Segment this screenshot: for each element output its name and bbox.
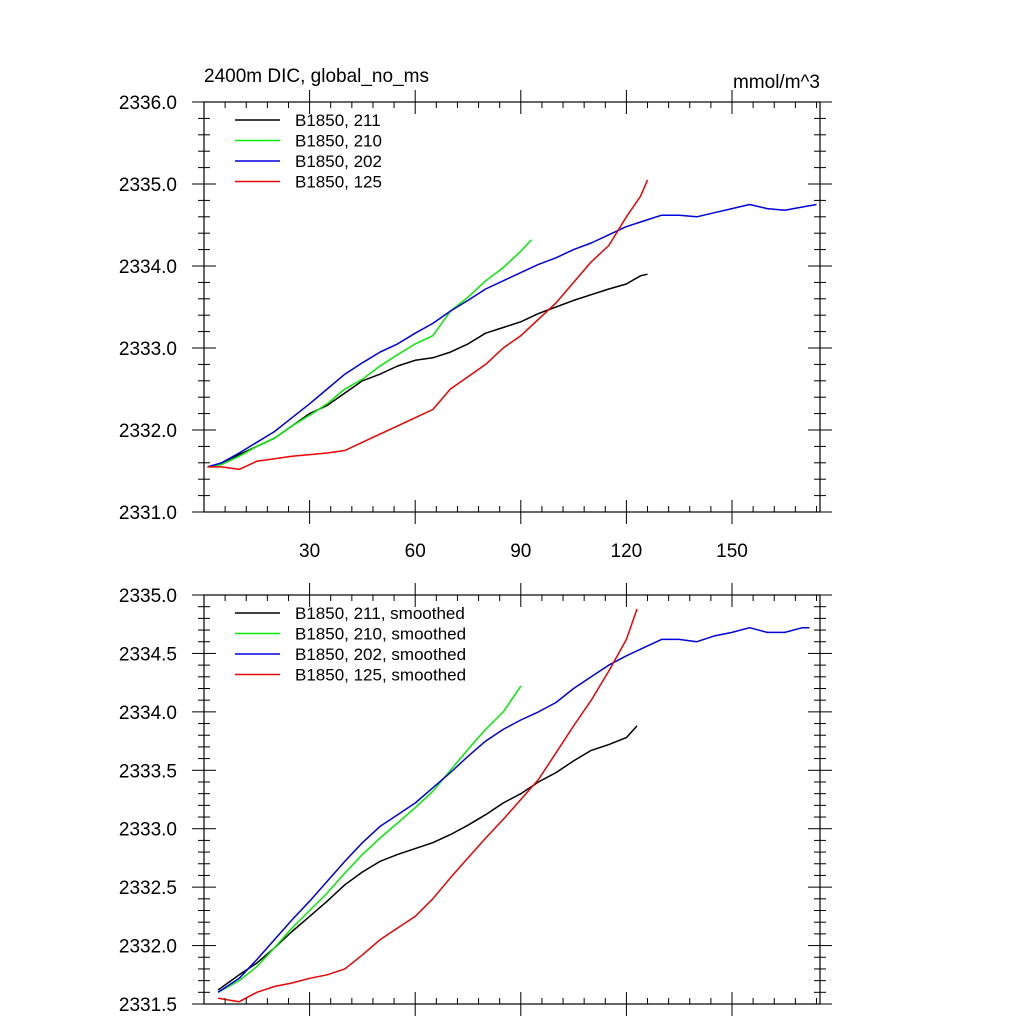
legend-label: B1850, 202	[295, 152, 382, 171]
legend-label: B1850, 125	[295, 173, 382, 192]
y-tick-label: 2331.5	[119, 995, 177, 1016]
series-line-3	[217, 608, 638, 1003]
bottom-panel: 2331.5 2332.0 2332.5 2333.0 2333.5 2334.0 2334…	[119, 583, 832, 1016]
chart-title: 2400m DIC, global_no_ms	[204, 66, 429, 87]
x-tick-label: 90	[510, 541, 531, 562]
legend-label: B1850, 211	[295, 111, 381, 130]
y-tick-label: 2333.0	[119, 339, 177, 360]
y-tick-label: 2333.0	[119, 820, 177, 841]
legend-label: B1850, 211, smoothed	[295, 604, 465, 623]
x-tick-label: 150	[716, 541, 748, 562]
top-panel: 2400m DIC, global_no_ms mmol/m^3 30 60 90 1…	[119, 66, 832, 562]
y-tick-label: 2336.0	[119, 93, 177, 114]
y-tick-label: 2334.5	[119, 644, 177, 665]
y-tick-label: 2335.0	[119, 586, 177, 607]
x-tick-label: 120	[611, 541, 643, 562]
legend-label: B1850, 202, smoothed	[295, 645, 466, 664]
series-line-1	[217, 685, 522, 993]
y-tick-label: 2335.0	[119, 175, 177, 196]
x-tick-label: 30	[299, 541, 320, 562]
bottom-ticks: 2331.5 2332.0 2332.5 2333.0 2333.5 2334.0 2334…	[119, 583, 832, 1016]
series-line-3	[207, 179, 649, 471]
top-plot-frame	[203, 101, 821, 513]
top-series-lines	[207, 179, 817, 471]
y-tick-label: 2332.0	[119, 421, 177, 442]
y-tick-label: 2334.0	[119, 703, 177, 724]
series-line-1	[207, 239, 532, 468]
legend-label: B1850, 210	[295, 132, 382, 151]
legend-label: B1850, 210, smoothed	[295, 625, 466, 644]
y-tick-label: 2334.0	[119, 257, 177, 278]
series-line-2	[217, 626, 810, 993]
series-line-2	[207, 203, 817, 468]
units-label: mmol/m^3	[733, 72, 820, 93]
y-tick-label: 2333.5	[119, 761, 177, 782]
series-line-0	[217, 725, 638, 991]
legend-label: B1850, 125, smoothed	[295, 666, 466, 685]
bottom-legend: B1850, 211, smoothed B1850, 210, smoothed…	[235, 604, 466, 685]
y-tick-label: 2331.0	[119, 503, 177, 524]
bottom-plot-frame	[203, 594, 821, 1005]
x-tick-label: 60	[405, 541, 426, 562]
y-tick-label: 2332.0	[119, 937, 177, 958]
y-tick-label: 2332.5	[119, 878, 177, 899]
bottom-series-lines	[217, 608, 810, 1003]
top-ticks: 30 60 90 120 150 2331.0 2332.0 2333.0 2334.0 2335…	[119, 90, 832, 562]
